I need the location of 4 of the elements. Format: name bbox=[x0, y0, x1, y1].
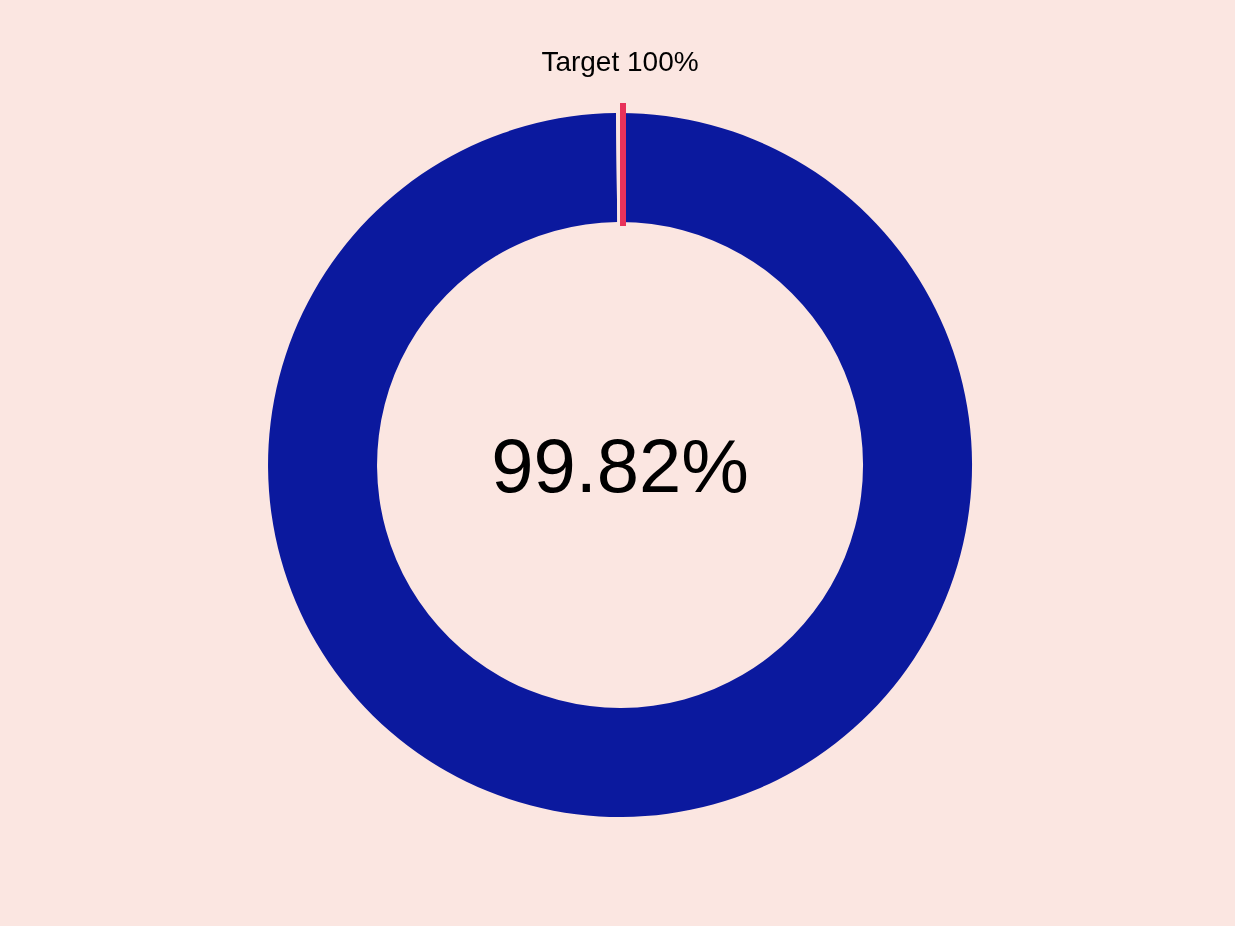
donut-slice bbox=[616, 113, 620, 223]
data-label: 99.82% bbox=[491, 422, 749, 508]
text: Target 100% bbox=[541, 45, 699, 77]
donut-slice bbox=[268, 113, 972, 817]
